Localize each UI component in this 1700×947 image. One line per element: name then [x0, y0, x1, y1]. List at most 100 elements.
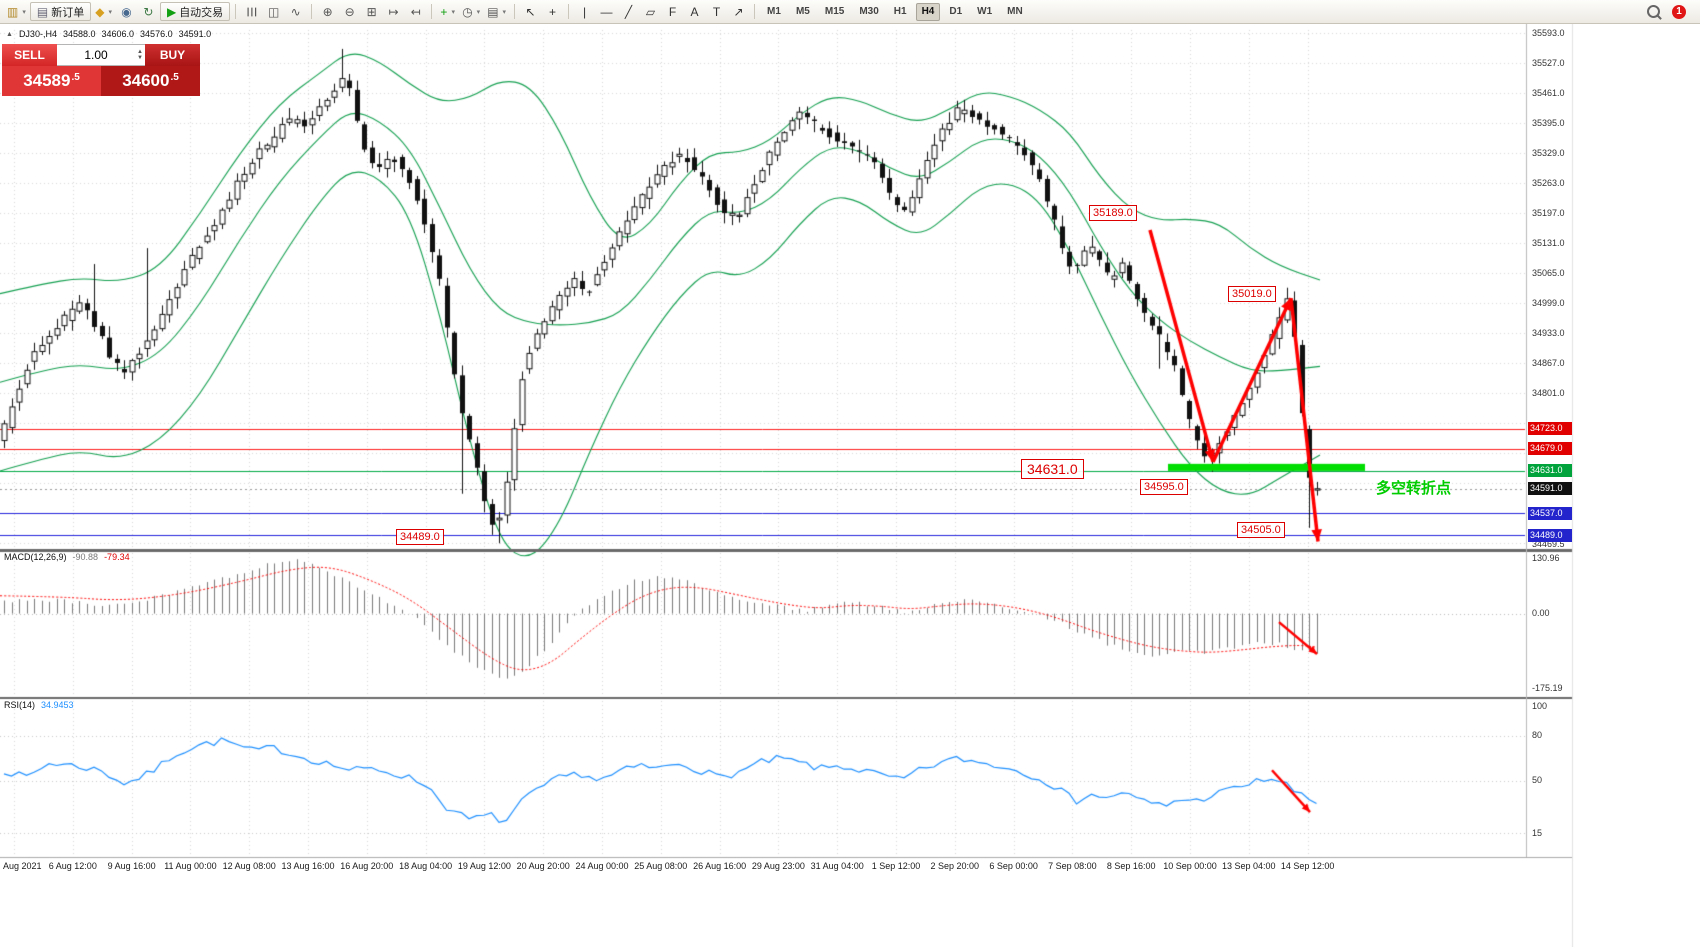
- autotrading-label: 自动交易: [179, 6, 224, 19]
- toolbar-autotrading-button[interactable]: ▶ 自动交易: [159, 2, 231, 21]
- rsi-value: 34.9453: [41, 700, 74, 710]
- new-order-icon: ▤: [36, 4, 49, 19]
- toolbar-market-watch-icon[interactable]: ◉: [116, 2, 137, 21]
- buy-price[interactable]: 34600.5: [101, 66, 200, 96]
- price-annotation[interactable]: 34595.0: [1140, 479, 1188, 495]
- buy-button[interactable]: BUY: [145, 44, 200, 66]
- toolbar-auto-scroll-icon[interactable]: ↦: [383, 2, 404, 21]
- rsi-indicator-label: RSI(14) 34.9453: [4, 700, 74, 710]
- refresh-icon: ↻: [143, 4, 154, 19]
- toolbar-trendline-icon[interactable]: ╱: [618, 2, 639, 21]
- trendline-icon: ╱: [624, 4, 633, 19]
- timeframe-mn-button[interactable]: MN: [1001, 3, 1029, 21]
- new-chart-icon: ▥: [7, 4, 19, 19]
- toolbar-crosshair-icon[interactable]: +: [542, 2, 563, 21]
- buy-price-frac: .5: [170, 71, 179, 83]
- toolbar-channel-icon[interactable]: ▱: [640, 2, 661, 21]
- chart-ohlc-info: ▲ DJ30-,H4 34588.0 34606.0 34576.0 34591…: [6, 29, 211, 39]
- timeframe-m1-button[interactable]: M1: [761, 3, 787, 21]
- templates-dropdown-icon: ▾: [502, 8, 507, 16]
- new-order-label: 新订单: [51, 6, 85, 19]
- toolbar-separator: [568, 4, 570, 19]
- toolbar-zoom-in-icon[interactable]: ⊕: [317, 2, 338, 21]
- timeframe-m15-button[interactable]: M15: [819, 3, 850, 21]
- toolbar-indicators-icon[interactable]: + ▾: [437, 2, 458, 21]
- price-annotation[interactable]: 35019.0: [1228, 286, 1276, 302]
- ohlc-close: 34591.0: [178, 29, 212, 39]
- toolbar-vertical-line-icon[interactable]: |: [574, 2, 595, 21]
- indicators-icon: +: [440, 4, 448, 19]
- timeframe-w1-button[interactable]: W1: [971, 3, 998, 21]
- timeframe-m30-button[interactable]: M30: [853, 3, 884, 21]
- toolbar-cursor-icon[interactable]: ↖: [520, 2, 541, 21]
- buy-price-main: 34600: [122, 71, 170, 90]
- toolbar-groups: ▥ ▾ ▤ 新订单 ◆ ▾ ◉ ↻ ▶ 自动交易 ☰ ◫ ∿ ⊕ ⊖ ⊞ ↦ ↤ + ▾ ◷ ▾ ▤ ▾ ↖ + | — ╱ ▱ F A T ↗ M…: [4, 2, 1030, 21]
- macd-value-signal: -79.34: [104, 552, 130, 562]
- tile-windows-icon: ⊞: [366, 4, 377, 19]
- symbol-period-label: DJ30-,H4: [18, 29, 57, 39]
- toolbar-fibonacci-icon[interactable]: F: [662, 2, 683, 21]
- vertical-line-icon: |: [582, 4, 587, 19]
- price-annotation[interactable]: 34505.0: [1237, 522, 1285, 538]
- toolbar-separator: [754, 4, 756, 19]
- sell-price-frac: .5: [71, 71, 80, 83]
- price-annotation[interactable]: 34631.0: [1021, 459, 1084, 479]
- market-watch-icon: ◉: [121, 4, 132, 19]
- volume-stepper[interactable]: ▲ ▼: [135, 49, 145, 61]
- autotrading-icon: ▶: [166, 4, 177, 19]
- new-chart-dropdown-icon: ▾: [22, 8, 26, 16]
- toolbar-right: 1: [1647, 4, 1696, 19]
- channel-icon: ▱: [645, 4, 656, 19]
- toolbar-arrows-tool-icon[interactable]: ↗: [728, 2, 749, 21]
- text-label-icon: T: [712, 4, 721, 19]
- periods-dropdown-icon: ▾: [476, 8, 481, 16]
- toolbar-new-chart-icon[interactable]: ▥ ▾: [4, 2, 29, 21]
- notification-badge[interactable]: 1: [1672, 4, 1686, 19]
- toolbar-periods-icon[interactable]: ◷ ▾: [459, 2, 483, 21]
- toolbar-new-order-button[interactable]: ▤ 新订单: [29, 2, 92, 21]
- horizontal-line-icon: —: [600, 4, 613, 19]
- toolbar-tile-windows-icon[interactable]: ⊞: [361, 2, 382, 21]
- toolbar-refresh-icon[interactable]: ↻: [138, 2, 159, 21]
- volume-input[interactable]: [57, 47, 136, 63]
- timeframe-m5-button[interactable]: M5: [790, 3, 816, 21]
- timeframe-d1-button[interactable]: D1: [943, 3, 968, 21]
- profiles-dropdown-icon: ▾: [108, 8, 112, 16]
- price-annotation[interactable]: 34489.0: [396, 529, 444, 545]
- zoom-in-icon: ⊕: [322, 4, 333, 19]
- toolbar-profiles-icon[interactable]: ◆ ▾: [92, 2, 115, 21]
- search-icon[interactable]: [1647, 5, 1660, 18]
- line-chart-icon: ∿: [290, 4, 301, 19]
- toolbar-text-label-icon[interactable]: T: [706, 2, 727, 21]
- stepper-up-icon[interactable]: ▲: [137, 49, 143, 55]
- text-icon: A: [690, 4, 699, 19]
- arrows-tool-icon: ↗: [733, 4, 744, 19]
- toolbar-separator: [235, 4, 237, 19]
- cursor-icon: ↖: [525, 4, 536, 19]
- sell-price-main: 34589: [23, 71, 71, 90]
- timeframe-h1-button[interactable]: H1: [888, 3, 913, 21]
- toolbar-horizontal-line-icon[interactable]: —: [596, 2, 617, 21]
- stepper-down-icon[interactable]: ▼: [137, 55, 143, 61]
- sell-price[interactable]: 34589.5: [2, 66, 101, 96]
- price-annotation[interactable]: 35189.0: [1089, 205, 1137, 221]
- timeframe-h4-button[interactable]: H4: [915, 2, 941, 21]
- toolbar-bar-chart-icon[interactable]: ☰: [241, 2, 262, 21]
- toolbar-text-icon[interactable]: A: [684, 2, 705, 21]
- zoom-out-icon: ⊖: [344, 4, 355, 19]
- toolbar-candlestick-chart-icon[interactable]: ◫: [263, 2, 284, 21]
- toolbar-templates-icon[interactable]: ▤ ▾: [484, 2, 509, 21]
- toolbar-line-chart-icon[interactable]: ∿: [285, 2, 306, 21]
- chart-shift-icon: ↤: [410, 4, 421, 19]
- turning-point-note[interactable]: 多空转折点: [1376, 480, 1452, 497]
- profiles-icon: ◆: [95, 4, 105, 19]
- sell-button[interactable]: SELL: [2, 44, 57, 66]
- one-click-trading-panel: SELL ▲ ▼ BUY 34589.5 34600.5: [2, 44, 200, 96]
- toolbar-separator: [431, 4, 433, 19]
- macd-name: MACD(12,26,9): [4, 552, 67, 562]
- volume-field: ▲ ▼: [57, 44, 145, 66]
- toolbar: ▥ ▾ ▤ 新订单 ◆ ▾ ◉ ↻ ▶ 自动交易 ☰ ◫ ∿ ⊕ ⊖ ⊞ ↦ ↤ + ▾ ◷ ▾ ▤ ▾ ↖ + | — ╱ ▱ F A T ↗ M…: [0, 0, 1700, 24]
- toolbar-chart-shift-icon[interactable]: ↤: [405, 2, 426, 21]
- toolbar-zoom-out-icon[interactable]: ⊖: [339, 2, 360, 21]
